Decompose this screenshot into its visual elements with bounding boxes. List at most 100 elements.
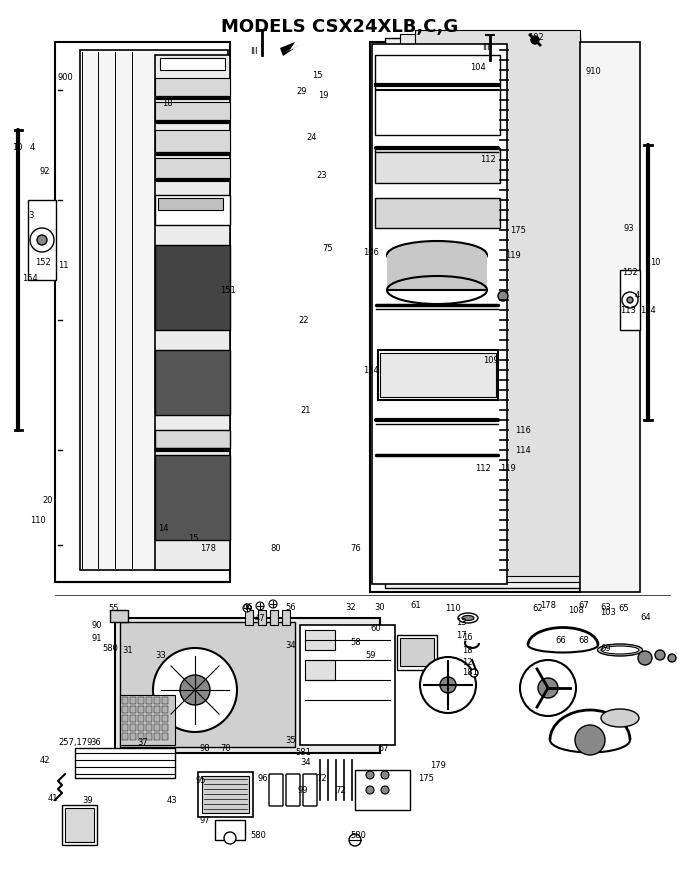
Text: 16: 16 [462, 632, 473, 642]
Text: 72: 72 [316, 773, 326, 782]
Text: 900: 900 [57, 73, 73, 83]
Text: 257,179: 257,179 [58, 738, 92, 746]
Text: 19: 19 [318, 91, 328, 99]
Circle shape [538, 678, 558, 698]
FancyBboxPatch shape [375, 198, 500, 228]
Circle shape [520, 660, 576, 716]
Text: 110: 110 [445, 603, 461, 612]
Circle shape [638, 651, 652, 665]
Text: 55: 55 [108, 603, 118, 612]
Text: 97: 97 [200, 815, 211, 825]
Text: 57: 57 [378, 744, 389, 753]
Text: 178: 178 [540, 601, 556, 610]
Text: 154: 154 [640, 305, 656, 315]
Circle shape [180, 675, 210, 705]
FancyBboxPatch shape [305, 660, 335, 680]
FancyBboxPatch shape [138, 706, 144, 713]
FancyBboxPatch shape [154, 706, 160, 713]
FancyBboxPatch shape [158, 198, 223, 210]
Text: 62: 62 [532, 603, 543, 612]
Circle shape [622, 292, 638, 308]
FancyBboxPatch shape [415, 30, 580, 576]
Text: 92: 92 [40, 167, 50, 176]
Text: 152: 152 [35, 257, 51, 267]
Text: 112: 112 [480, 155, 496, 165]
Text: 175: 175 [418, 773, 434, 782]
Text: 18: 18 [162, 99, 173, 107]
Text: 10: 10 [650, 257, 660, 267]
Circle shape [381, 771, 389, 779]
Text: 64: 64 [640, 612, 651, 622]
Text: 65: 65 [618, 603, 628, 612]
Text: 580: 580 [350, 830, 366, 840]
FancyBboxPatch shape [146, 733, 152, 740]
Circle shape [575, 725, 605, 755]
Text: 119: 119 [500, 464, 515, 473]
FancyBboxPatch shape [154, 697, 160, 704]
FancyBboxPatch shape [138, 733, 144, 740]
FancyBboxPatch shape [155, 455, 230, 540]
FancyBboxPatch shape [120, 622, 295, 747]
Text: 109: 109 [483, 356, 498, 364]
Text: 41: 41 [48, 794, 58, 802]
Circle shape [531, 36, 539, 44]
Text: 116: 116 [515, 426, 531, 434]
FancyBboxPatch shape [130, 715, 136, 722]
FancyBboxPatch shape [138, 724, 144, 731]
Text: 68: 68 [578, 636, 589, 644]
Text: 31: 31 [122, 645, 133, 655]
FancyBboxPatch shape [355, 770, 410, 810]
FancyBboxPatch shape [245, 610, 253, 625]
FancyBboxPatch shape [122, 715, 128, 722]
FancyBboxPatch shape [155, 130, 230, 152]
FancyBboxPatch shape [155, 158, 230, 178]
Text: 95: 95 [195, 775, 205, 785]
Text: 3: 3 [28, 210, 33, 220]
Text: 75: 75 [322, 243, 333, 253]
Text: 98: 98 [200, 744, 211, 753]
FancyBboxPatch shape [282, 610, 290, 625]
FancyBboxPatch shape [122, 733, 128, 740]
FancyBboxPatch shape [305, 630, 335, 650]
Text: 175: 175 [510, 226, 526, 235]
FancyBboxPatch shape [378, 350, 498, 400]
Ellipse shape [601, 646, 639, 654]
FancyBboxPatch shape [380, 353, 496, 397]
Text: 30: 30 [374, 603, 385, 611]
FancyBboxPatch shape [215, 820, 245, 840]
FancyBboxPatch shape [155, 102, 230, 120]
FancyBboxPatch shape [146, 724, 152, 731]
Text: 22: 22 [298, 316, 309, 324]
FancyBboxPatch shape [65, 808, 94, 842]
FancyBboxPatch shape [269, 774, 283, 806]
FancyBboxPatch shape [202, 776, 249, 813]
Text: 179: 179 [430, 760, 446, 769]
Circle shape [366, 786, 374, 794]
Circle shape [269, 600, 277, 608]
Circle shape [470, 669, 478, 677]
Circle shape [243, 604, 251, 612]
Text: 34: 34 [285, 641, 296, 650]
Text: 67: 67 [578, 601, 589, 610]
FancyBboxPatch shape [155, 430, 230, 448]
Circle shape [440, 677, 456, 693]
Text: 581: 581 [295, 747, 311, 757]
FancyBboxPatch shape [146, 697, 152, 704]
Text: 910: 910 [585, 67, 600, 77]
Text: 90: 90 [92, 621, 103, 630]
Text: 42: 42 [40, 755, 50, 765]
Text: 12: 12 [462, 657, 473, 666]
FancyBboxPatch shape [620, 270, 640, 330]
Text: 34: 34 [300, 758, 311, 766]
Text: 151: 151 [220, 285, 236, 295]
Text: 14: 14 [158, 523, 169, 533]
Text: 24: 24 [306, 133, 316, 142]
Text: III: III [482, 43, 490, 51]
FancyBboxPatch shape [154, 715, 160, 722]
FancyBboxPatch shape [138, 715, 144, 722]
Circle shape [498, 291, 508, 301]
FancyBboxPatch shape [122, 697, 128, 704]
FancyBboxPatch shape [370, 42, 580, 592]
Text: 96: 96 [257, 773, 268, 782]
Text: 39: 39 [82, 795, 92, 805]
